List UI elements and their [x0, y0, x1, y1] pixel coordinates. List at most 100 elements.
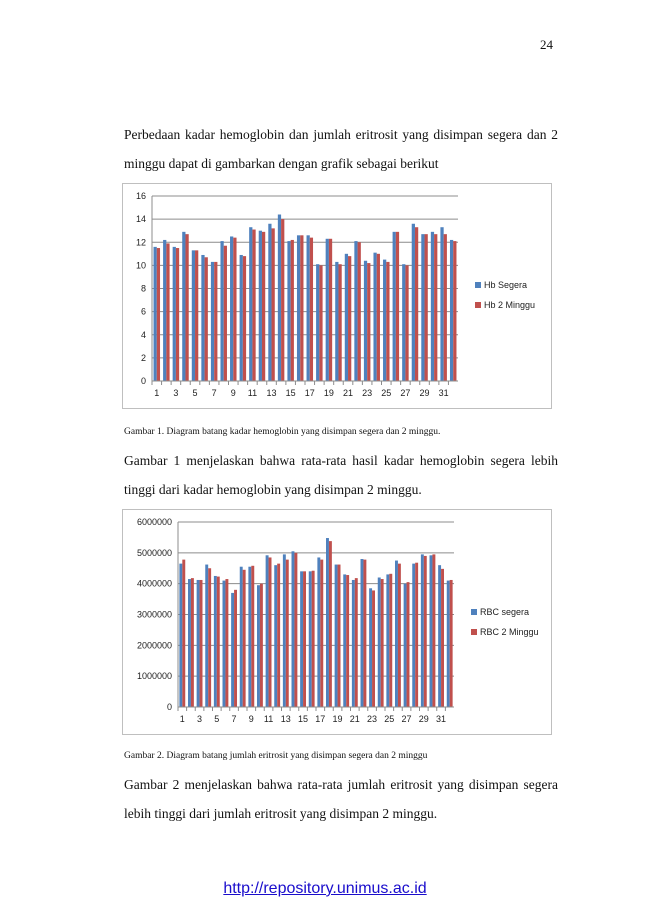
legend-label-1: Hb Segera	[484, 280, 527, 290]
x-tick-label: 25	[384, 714, 394, 724]
bar-series-1-x-23	[363, 260, 368, 381]
x-tick-label: 25	[381, 388, 391, 398]
bar-series-2-x-21	[354, 578, 358, 707]
bar-series-1-x-26	[395, 560, 398, 707]
bar-series-1-x-30	[430, 231, 435, 381]
bar-series-1-x-28	[412, 563, 416, 707]
bar-series-2-x-27	[406, 582, 410, 707]
legend-label-2: RBC 2 Minggu	[480, 627, 539, 637]
bar-series-1-x-18	[316, 264, 320, 381]
bar-series-2-x-32	[453, 241, 457, 381]
x-tick-label: 27	[402, 714, 412, 724]
bar-series-1-x-32	[446, 580, 450, 707]
x-tick-label: 29	[419, 714, 429, 724]
bar-series-1-x-23	[369, 588, 373, 707]
y-tick-label: 6000000	[137, 517, 172, 527]
bar-series-1-x-2	[163, 239, 167, 381]
bar-series-1-x-29	[420, 554, 424, 707]
bar-series-1-x-19	[334, 564, 338, 707]
y-tick-label: 14	[136, 214, 146, 224]
bar-series-2-x-28	[414, 227, 419, 381]
bar-series-2-x-20	[338, 264, 342, 381]
bar-series-1-x-11	[265, 555, 269, 707]
bar-series-2-x-31	[441, 568, 444, 707]
y-tick-label: 8	[141, 284, 146, 294]
bar-series-2-x-2	[190, 578, 194, 707]
legend-swatch-1	[471, 609, 477, 615]
x-tick-label: 23	[362, 388, 372, 398]
bar-series-2-x-16	[300, 235, 304, 381]
bar-series-1-x-6	[222, 580, 226, 707]
bar-series-2-x-13	[271, 228, 275, 381]
bar-series-1-x-6	[201, 254, 205, 381]
x-tick-label: 17	[315, 714, 325, 724]
legend-label-2: Hb 2 Minggu	[484, 300, 535, 310]
y-tick-label: 4000000	[137, 579, 172, 589]
bar-series-2-x-6	[225, 579, 229, 707]
bar-series-2-x-10	[259, 583, 263, 707]
y-tick-label: 0	[141, 376, 146, 386]
bar-series-2-x-26	[395, 231, 400, 381]
bar-series-2-x-23	[372, 590, 375, 707]
bar-series-1-x-16	[308, 571, 312, 707]
paragraph-figure-2-explanation: Gambar 2 menjelaskan bahwa rata-rata jum…	[124, 777, 558, 821]
x-tick-label: 31	[436, 714, 446, 724]
bar-series-1-x-25	[383, 259, 387, 381]
bar-series-1-x-11	[249, 227, 253, 381]
bar-series-2-x-28	[415, 562, 419, 707]
bar-series-1-x-8	[239, 566, 243, 707]
bar-series-2-x-4	[208, 568, 212, 707]
x-tick-label: 17	[305, 388, 315, 398]
y-tick-label: 16	[136, 191, 146, 201]
bar-series-1-x-31	[440, 227, 444, 381]
bar-series-2-x-16	[311, 570, 315, 707]
x-tick-label: 19	[324, 388, 334, 398]
y-tick-label: 0	[167, 702, 172, 712]
x-tick-label: 13	[267, 388, 277, 398]
bar-series-2-x-5	[216, 576, 220, 707]
bar-series-2-x-32	[449, 579, 453, 707]
bar-series-1-x-20	[343, 574, 347, 707]
bar-series-1-x-5	[191, 250, 196, 381]
bar-series-2-x-8	[223, 245, 227, 381]
bar-series-2-x-20	[346, 575, 350, 707]
bar-series-2-x-27	[405, 265, 409, 381]
bar-series-1-x-24	[377, 577, 381, 707]
bar-series-2-x-23	[367, 263, 371, 381]
bar-series-1-x-26	[392, 231, 396, 381]
x-tick-label: 31	[439, 388, 449, 398]
bar-series-1-x-22	[354, 241, 358, 381]
y-tick-label: 12	[136, 237, 146, 247]
bar-series-2-x-8	[242, 569, 246, 707]
x-tick-label: 7	[212, 388, 217, 398]
bar-series-1-x-20	[335, 261, 339, 381]
bar-series-2-x-29	[423, 555, 427, 707]
bar-series-1-x-9	[230, 236, 234, 381]
bar-series-2-x-26	[397, 563, 401, 707]
bar-series-2-x-4	[185, 234, 189, 381]
bar-series-2-x-19	[337, 564, 341, 707]
repository-link[interactable]: http://repository.unimus.ac.id	[223, 880, 427, 897]
bar-series-1-x-10	[239, 254, 243, 381]
bar-series-2-x-19	[328, 238, 333, 381]
x-tick-label: 11	[248, 388, 257, 398]
bar-series-2-x-5	[195, 250, 199, 381]
y-tick-label: 3000000	[137, 610, 172, 620]
x-tick-label: 19	[333, 714, 343, 724]
page-number: 24	[540, 37, 553, 52]
x-tick-label: 5	[214, 714, 219, 724]
bar-series-1-x-9	[248, 566, 252, 707]
bar-series-1-x-27	[403, 583, 407, 707]
bar-series-2-x-11	[252, 229, 256, 381]
x-tick-label: 1	[154, 388, 159, 398]
y-tick-label: 2000000	[137, 640, 172, 650]
bar-series-1-x-17	[317, 557, 321, 707]
bar-series-2-x-12	[261, 231, 266, 381]
legend-swatch-2	[471, 629, 477, 635]
bar-series-1-x-15	[300, 571, 304, 707]
bar-series-2-x-22	[363, 559, 367, 707]
bar-series-1-x-5	[213, 575, 217, 707]
bar-series-1-x-21	[344, 253, 349, 381]
bar-series-1-x-18	[326, 538, 329, 707]
